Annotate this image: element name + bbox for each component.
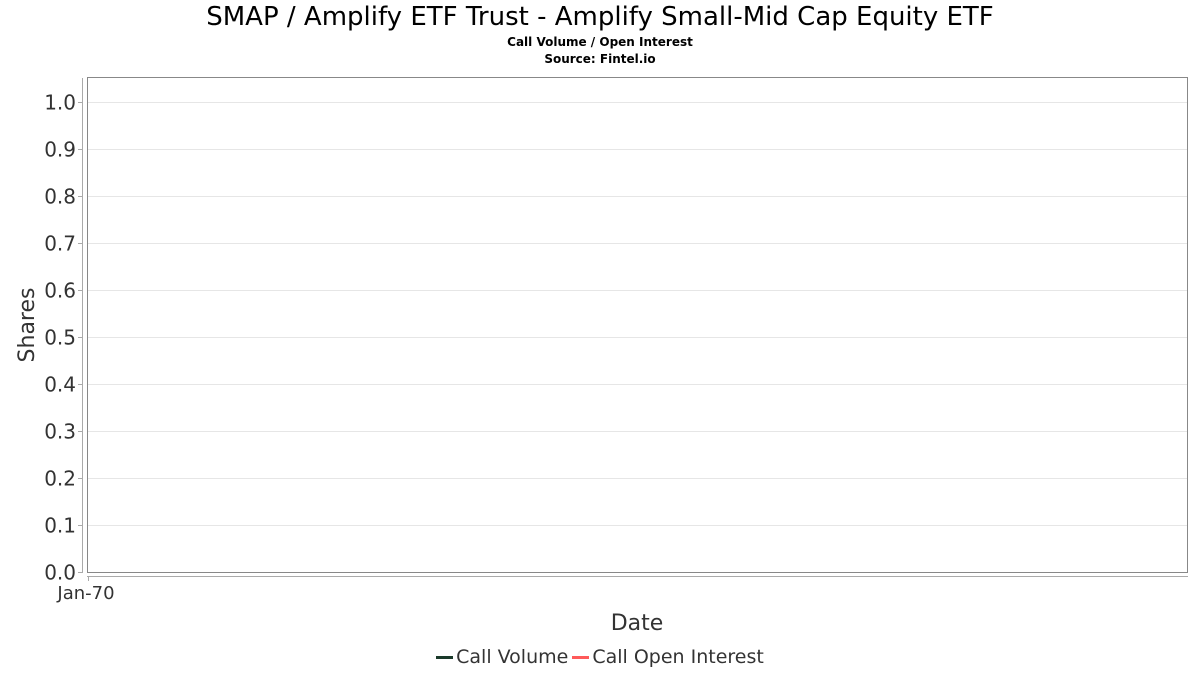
- x-tick-label: Jan-70: [56, 583, 114, 604]
- x-axis-label: Date: [611, 611, 664, 636]
- legend-item-call-volume[interactable]: Call Volume: [436, 646, 568, 668]
- legend-item-call-open-interest[interactable]: Call Open Interest: [572, 646, 764, 668]
- legend-label: Call Volume: [456, 646, 569, 668]
- y-tick-label: 0.2: [44, 467, 76, 491]
- y-tick-label: 0.7: [44, 232, 76, 256]
- grid-lines: [88, 102, 1188, 526]
- chart-title: SMAP / Amplify ETF Trust - Amplify Small…: [206, 2, 994, 32]
- call-open-interest-swatch: [572, 655, 590, 659]
- chart-source: Source: Fintel.io: [544, 52, 656, 66]
- y-tick-label: 0.8: [44, 185, 76, 209]
- legend: Call Volume Call Open Interest: [0, 646, 1200, 668]
- y-tick-label: 0.6: [44, 279, 76, 303]
- chart-subtitle: Call Volume / Open Interest: [507, 35, 693, 49]
- y-axis: 0.0 0.1 0.2 0.3 0.4 0.5 0.6 0.7 0.8 0.9 1.0: [44, 91, 83, 585]
- y-tick-label: 0.1: [44, 514, 76, 538]
- y-axis-label: Shares: [15, 288, 40, 363]
- y-tick-label: 1.0: [44, 91, 76, 115]
- y-tick-label: 0.3: [44, 420, 76, 444]
- y-tick-label: 0.5: [44, 326, 76, 350]
- y-tick-label: 0.4: [44, 373, 76, 397]
- y-tick-label: 0.9: [44, 138, 76, 162]
- legend-label: Call Open Interest: [592, 646, 764, 668]
- call-volume-swatch: [436, 655, 454, 659]
- plot-frame: [87, 77, 1188, 573]
- y-tick-label: 0.0: [44, 561, 76, 585]
